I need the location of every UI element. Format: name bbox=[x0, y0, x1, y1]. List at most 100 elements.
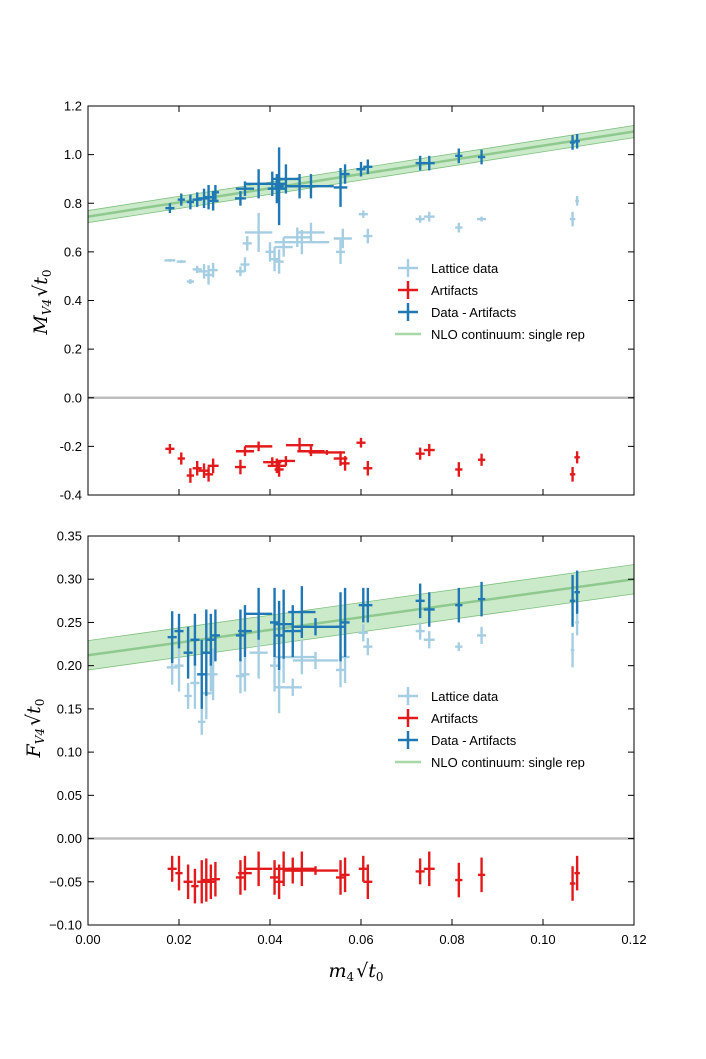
artifacts-point bbox=[276, 456, 296, 466]
data-artifacts-point bbox=[292, 618, 339, 636]
bottom-y-axis-label: FV4 √t0 bbox=[23, 699, 47, 759]
data-artifacts-point bbox=[258, 171, 286, 196]
artifacts-point bbox=[356, 437, 366, 448]
artifacts-point bbox=[340, 456, 350, 471]
bottom-data-points bbox=[166, 570, 580, 904]
data-artifacts-point bbox=[192, 192, 202, 207]
lattice-data-point bbox=[363, 638, 373, 656]
lattice-data-point bbox=[415, 215, 425, 223]
lattice-data-point bbox=[292, 651, 339, 670]
y-tick-label: 0.0 bbox=[64, 390, 82, 405]
y-tick-label: −0.10 bbox=[49, 918, 82, 933]
artifacts-point bbox=[455, 862, 463, 898]
data-artifacts-point bbox=[177, 193, 185, 206]
y-tick-label: 0.05 bbox=[57, 788, 82, 803]
artifacts-point bbox=[244, 851, 273, 887]
artifacts-point bbox=[455, 462, 463, 477]
y-tick-label: 0.2 bbox=[64, 342, 82, 357]
data-artifacts-point bbox=[477, 581, 486, 617]
artifacts-point bbox=[569, 866, 576, 901]
bottom-fit-line-layer bbox=[87, 577, 635, 657]
artifacts-point bbox=[415, 447, 425, 460]
data-artifacts-point bbox=[270, 587, 280, 658]
y-tick-label: -0.2 bbox=[60, 439, 82, 454]
xlabel-main: m bbox=[328, 960, 346, 982]
legend-label-artifacts: Artifacts bbox=[431, 283, 478, 298]
y-tick-label: 1.0 bbox=[64, 147, 82, 162]
artifacts-point bbox=[288, 851, 316, 887]
artifacts-point bbox=[292, 866, 339, 875]
artifacts-point bbox=[363, 864, 373, 900]
lattice-data-point bbox=[242, 236, 252, 251]
lattice-data-point bbox=[358, 624, 368, 642]
data-artifacts-point bbox=[283, 605, 302, 658]
data-artifacts-point bbox=[274, 589, 293, 659]
data-artifacts-point bbox=[211, 185, 220, 200]
sqrt-symbol: √ bbox=[356, 960, 369, 982]
artifacts-point bbox=[235, 860, 245, 895]
ylabel-root: t bbox=[30, 277, 52, 285]
artifacts-point bbox=[206, 864, 216, 900]
lattice-data-point bbox=[270, 247, 280, 272]
artifacts-point bbox=[210, 861, 220, 897]
svg-text:FV4√t0: FV4 √t0 bbox=[23, 699, 47, 759]
data-artifacts-point bbox=[569, 574, 576, 627]
lattice-data-point bbox=[575, 195, 579, 206]
x-tick-label: 0.00 bbox=[75, 932, 100, 947]
top-y-axis-ticks: -0.4 -0.2 0.0 0.2 0.4 0.6 0.8 1.0 1.2 bbox=[60, 99, 635, 503]
data-artifacts-point bbox=[574, 570, 580, 614]
lattice-data-point bbox=[423, 211, 435, 222]
y-tick-label: 0.4 bbox=[64, 293, 82, 308]
x-tick-label: 0.02 bbox=[166, 932, 191, 947]
artifacts-point bbox=[363, 460, 373, 476]
y-tick-label: 0.10 bbox=[57, 745, 82, 760]
legend-label-data-artifacts: Data - Artifacts bbox=[431, 733, 517, 748]
data-artifacts-point bbox=[235, 609, 245, 662]
top-legend-artifacts: Artifacts bbox=[398, 281, 478, 299]
lattice-data-point bbox=[297, 222, 325, 243]
artifacts-point bbox=[274, 462, 284, 477]
lattice-data-point bbox=[204, 265, 214, 285]
data-artifacts-point bbox=[335, 592, 346, 662]
artifacts-point bbox=[477, 857, 486, 893]
lattice-data-point bbox=[235, 658, 245, 694]
data-artifacts-point bbox=[174, 613, 184, 649]
artifacts-point bbox=[574, 855, 580, 891]
svg-text:MV4√t0: MV4 √t0 bbox=[30, 269, 54, 335]
artifacts-point bbox=[335, 860, 346, 895]
artifacts-point bbox=[244, 441, 273, 452]
artifacts-point bbox=[207, 458, 219, 474]
artifacts-point bbox=[192, 460, 202, 476]
artifacts-point bbox=[183, 864, 193, 900]
artifacts-point bbox=[175, 855, 183, 891]
lattice-data-point bbox=[358, 210, 368, 218]
artifacts-point bbox=[270, 860, 280, 895]
ylabel-main: F bbox=[23, 743, 45, 758]
data-artifacts-point bbox=[455, 148, 463, 164]
data-artifacts-point bbox=[455, 587, 463, 623]
lattice-data-point bbox=[274, 249, 284, 274]
data-artifacts-point bbox=[167, 611, 177, 664]
artifacts-point bbox=[574, 451, 580, 464]
lattice-data-point bbox=[235, 266, 245, 277]
lattice-data-point bbox=[240, 257, 250, 272]
lattice-data-point bbox=[240, 657, 250, 692]
top-y-axis-label: MV4 √t0 bbox=[30, 269, 54, 335]
data-artifacts-point bbox=[288, 174, 334, 199]
y-tick-label: 0.25 bbox=[57, 615, 82, 630]
data-artifacts-point bbox=[234, 191, 246, 206]
sqrt-symbol: √ bbox=[30, 284, 52, 297]
ylabel-root-sub: 0 bbox=[33, 699, 47, 707]
lattice-data-point bbox=[455, 642, 463, 651]
data-artifacts-point bbox=[415, 155, 425, 171]
ylabel-root: t bbox=[23, 706, 45, 714]
y-tick-label: 0.00 bbox=[57, 831, 82, 846]
lattice-data-point bbox=[363, 228, 373, 244]
artifacts-point bbox=[191, 868, 199, 904]
artifacts-point bbox=[197, 860, 207, 904]
x-tick-label: 0.08 bbox=[439, 932, 464, 947]
lattice-data-point bbox=[423, 631, 435, 649]
data-artifacts-point bbox=[477, 149, 486, 165]
lattice-data-point bbox=[415, 622, 425, 640]
